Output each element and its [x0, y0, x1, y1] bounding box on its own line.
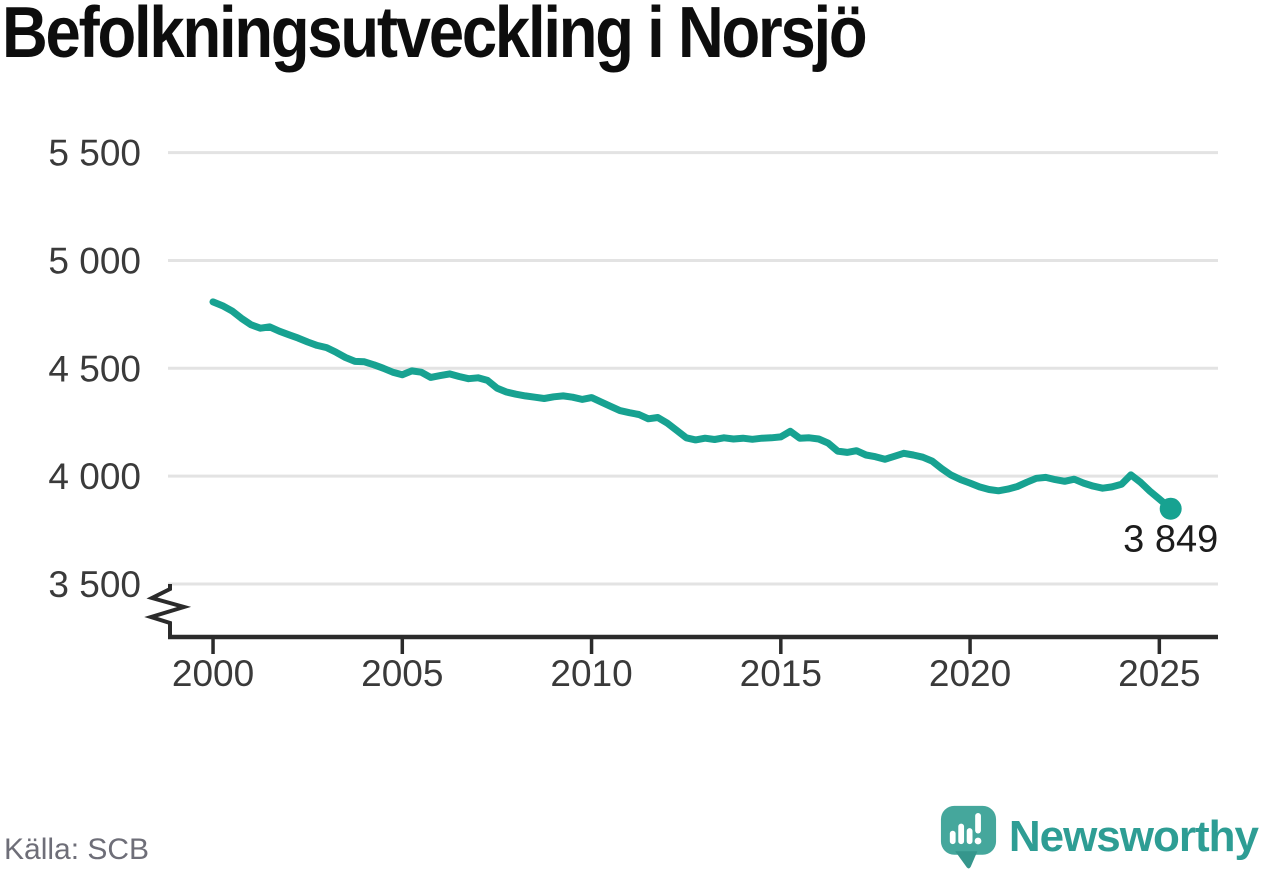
- newsworthy-logo[interactable]: Newsworthy: [940, 805, 1259, 869]
- x-tick-label: 2005: [361, 653, 443, 694]
- y-tick-label: 4 500: [48, 348, 141, 389]
- y-tick-label: 3 500: [48, 564, 141, 605]
- y-tick-label: 4 000: [48, 456, 141, 497]
- population-trend-line: [209, 298, 1175, 513]
- newsworthy-wordmark: Newsworthy: [1008, 812, 1259, 861]
- x-tick-label: 2020: [929, 653, 1011, 694]
- x-tick-label: 2000: [172, 653, 254, 694]
- x-tick-label: 2025: [1118, 653, 1200, 694]
- page-title: Befolkningsutveckling i Norsjö: [2, 0, 868, 73]
- y-tick-label: 5 000: [48, 240, 141, 281]
- source-note: Källa: SCB: [4, 833, 150, 866]
- latest-value-label: 3 849: [1123, 519, 1218, 561]
- population-line-chart: 3 500 4 000 4 500 5 000 5 500 2000 2005 2010 201…: [48, 133, 1218, 694]
- axis-break-zigzag: [144, 584, 192, 635]
- x-tick-label: 2010: [550, 653, 632, 694]
- latest-point-marker: [1159, 497, 1182, 520]
- y-tick-label: 5 500: [48, 133, 141, 174]
- x-tick-label: 2015: [740, 653, 822, 694]
- newsworthy-speech-bubble-bar-chart-icon: [940, 805, 996, 869]
